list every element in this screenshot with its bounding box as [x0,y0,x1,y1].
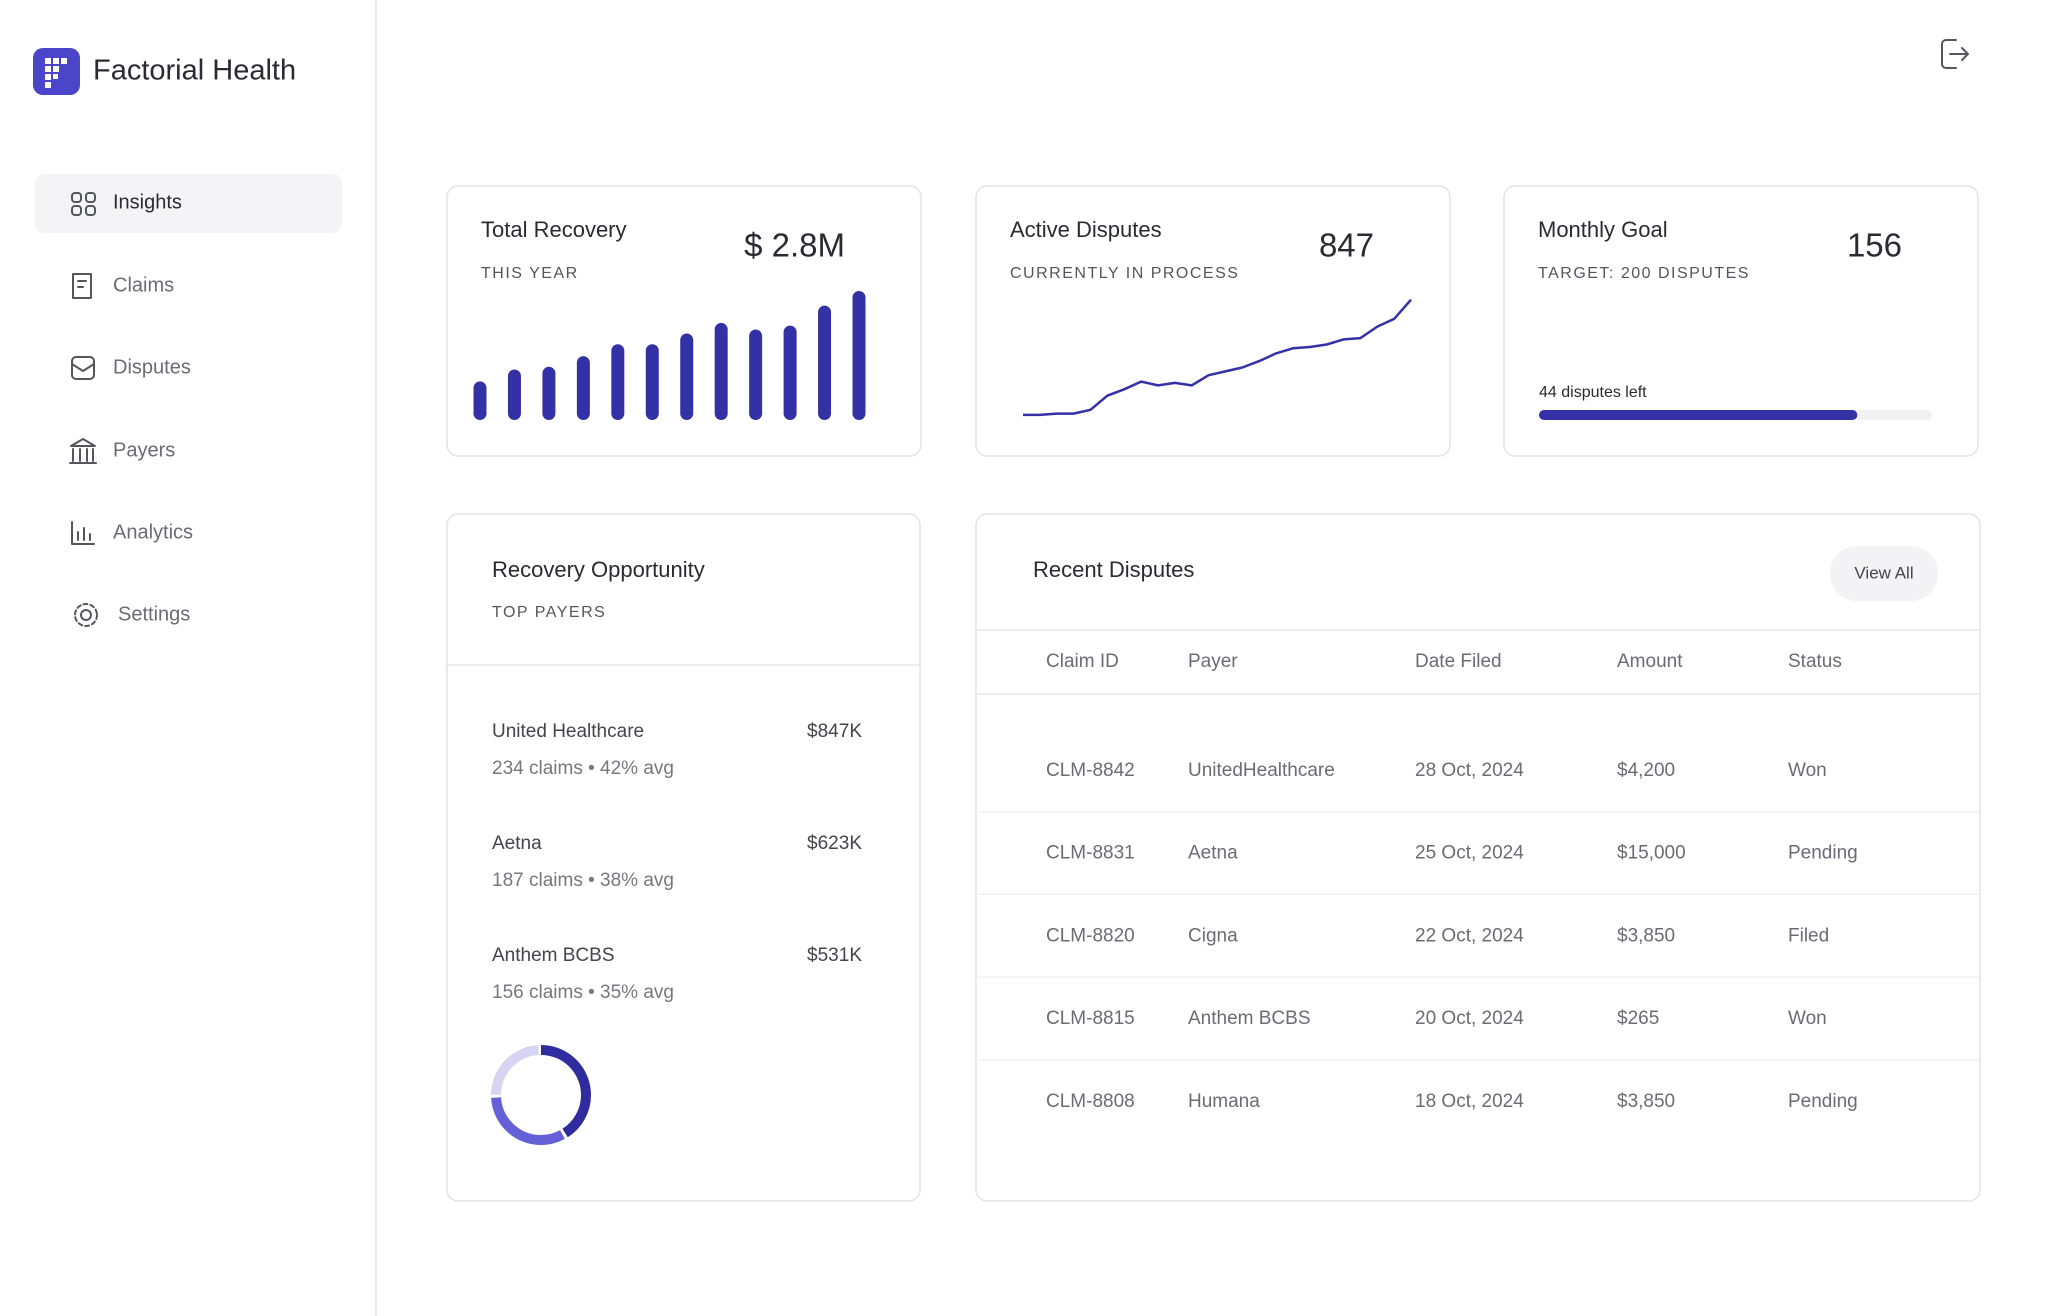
table-cell: 18 Oct, 2024 [1415,1091,1524,1112]
table-cell: Won [1788,760,1827,781]
card-title: Active Disputes [1010,217,1162,242]
bar [473,381,487,420]
bar [576,356,590,420]
bar [645,344,659,420]
donut-segment [491,1045,591,1145]
payer-amount: $531K [807,945,862,966]
table-cell: CLM-8831 [1046,843,1135,864]
payer-detail: 156 claims • 35% avg [492,982,674,1003]
payer-amount: $623K [807,833,862,854]
column-header: Claim ID [1046,651,1119,672]
table-cell: 28 Oct, 2024 [1415,760,1524,781]
bar [507,369,521,420]
payer-detail: 234 claims • 42% avg [492,758,674,779]
logout-button[interactable] [1941,39,1969,69]
bar [680,333,694,420]
donut-segment [491,1045,591,1145]
nav-item[interactable]: Insights [113,191,182,213]
table-cell: Pending [1788,843,1858,864]
bar [749,329,763,420]
table-cell: 25 Oct, 2024 [1415,843,1524,864]
card-subtitle: CURRENTLY IN PROCESS [1010,265,1239,282]
card-title: Monthly Goal [1538,217,1668,242]
nav: Insights Claims Disputes Payers Analytics Set… [35,174,342,625]
table-cell: $4,200 [1617,760,1675,781]
bar [852,290,866,420]
table-cell: Filed [1788,925,1829,946]
payer-name: United Healthcare [492,721,644,742]
nav-item[interactable]: Settings [118,603,190,625]
main: Total Recovery THIS YEAR $ 2.8M Active Disp… [446,185,1981,1202]
payer-name: Anthem BCBS [492,945,615,966]
card-value: 847 [1319,227,1374,264]
table-cell: $15,000 [1617,843,1686,864]
card-value: 156 [1847,227,1902,264]
bar [818,305,832,420]
progress-fill [1539,410,1858,420]
nav-active-bg [35,174,342,233]
card-subtitle: TARGET: 200 DISPUTES [1538,265,1750,282]
bar [714,322,728,420]
column-header: Amount [1617,651,1683,672]
table-cell: $265 [1617,1008,1659,1029]
table-cell: 22 Oct, 2024 [1415,925,1524,946]
view-all-label[interactable]: View All [1854,563,1913,582]
payer-amount: $847K [807,721,862,742]
bar [542,366,556,420]
progress-label: 44 disputes left [1539,384,1647,401]
card-subtitle: TOP PAYERS [492,604,606,621]
nav-icons [69,192,98,627]
card-title: Recovery Opportunity [492,557,705,582]
card [975,185,1451,457]
card [446,513,921,1202]
table-cell: UnitedHealthcare [1188,760,1335,781]
nav-item[interactable]: Analytics [113,521,193,543]
card [975,513,1981,1202]
card-subtitle: THIS YEAR [481,265,579,282]
table-cell: Anthem BCBS [1188,1008,1311,1029]
table-cell: Won [1788,1008,1827,1029]
card-title: Recent Disputes [1033,557,1194,582]
card-value: $ 2.8M [744,227,845,264]
nav-item[interactable]: Payers [113,439,175,461]
table-cell: CLM-8815 [1046,1008,1135,1029]
card-title: Total Recovery [481,217,627,242]
table-cell: Cigna [1188,925,1238,946]
table-cell: CLM-8808 [1046,1091,1135,1112]
column-header: Date Filed [1415,651,1502,672]
line [1023,298,1412,417]
nav-item[interactable]: Disputes [113,356,191,378]
card [446,185,922,457]
table-cell: $3,850 [1617,1091,1675,1112]
bar [783,325,797,420]
logo [33,48,80,95]
table-cell: 20 Oct, 2024 [1415,1008,1524,1029]
table-cell: $3,850 [1617,925,1675,946]
nav-item[interactable]: Claims [113,274,174,296]
brand: Factorial Health [93,55,296,87]
bar [611,344,625,420]
column-header: Payer [1188,651,1238,672]
payer-name: Aetna [492,833,542,854]
column-header: Status [1788,651,1842,672]
table-cell: CLM-8820 [1046,925,1135,946]
table-cell: Humana [1188,1091,1260,1112]
view-all-button[interactable] [1830,546,1938,601]
table-cell: CLM-8842 [1046,760,1135,781]
card [1503,185,1979,457]
table-cell: Aetna [1188,843,1238,864]
table-cell: Pending [1788,1091,1858,1112]
payer-detail: 187 claims • 38% avg [492,870,674,891]
